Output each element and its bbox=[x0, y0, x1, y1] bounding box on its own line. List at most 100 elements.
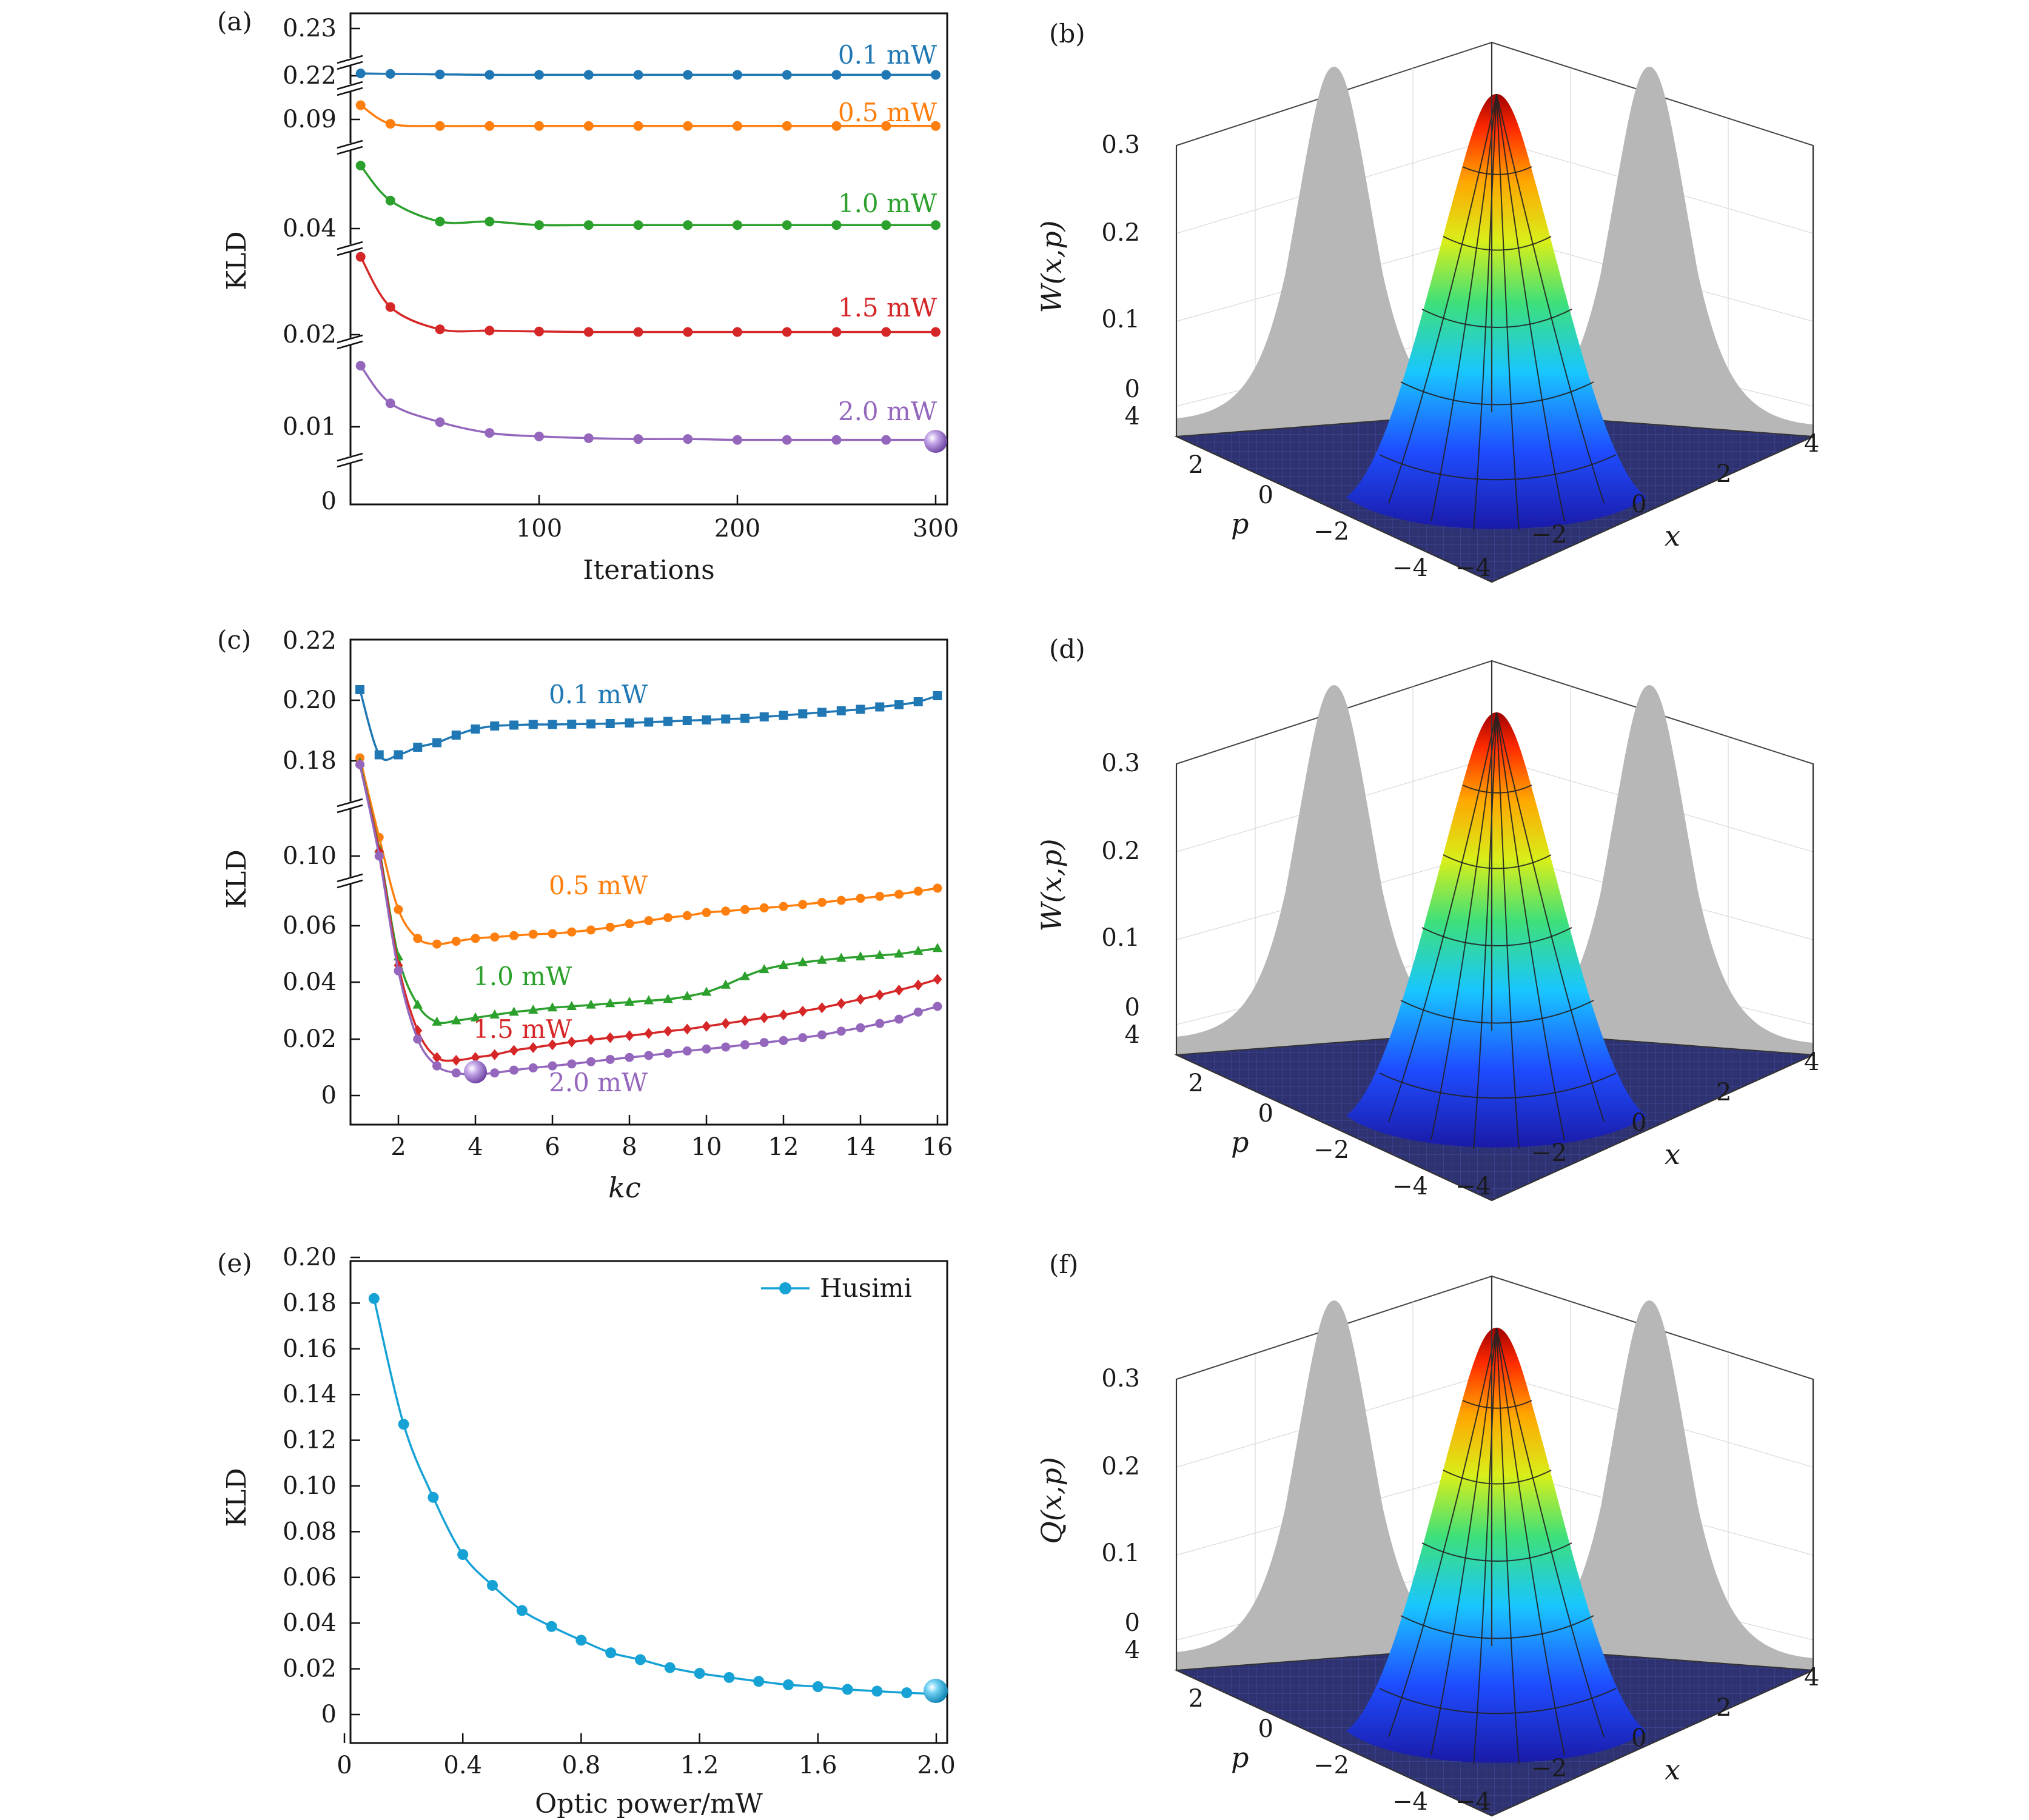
panel-c-point-0.1mW-7 bbox=[490, 721, 500, 731]
panel-c-point-2.0mW-22 bbox=[779, 1035, 788, 1045]
panel-e-ytick-0.02: 0.02 bbox=[283, 1655, 337, 1683]
panel-c-point-2.0mW-23 bbox=[798, 1033, 808, 1043]
panel-c-point-1.0mW-13 bbox=[605, 998, 615, 1008]
panel-b-label: (b) bbox=[1049, 19, 1085, 49]
panel-a-point-0.1mW-3 bbox=[485, 70, 495, 80]
panel-b-ptick-4: 4 bbox=[1125, 403, 1140, 430]
panel-c-point-1.0mW-14 bbox=[624, 996, 635, 1006]
panel-d-xtick-2: 2 bbox=[1716, 1079, 1731, 1106]
panel-c-point-0.5mW-27 bbox=[875, 891, 885, 901]
panel-a-point-0.1mW-4 bbox=[534, 70, 544, 80]
panel-a-label-0.5mW: 0.5 mW bbox=[838, 98, 937, 127]
panel-c-point-1.0mW-24 bbox=[817, 954, 827, 964]
panel-a-point-2.0mW-10 bbox=[831, 435, 842, 445]
panel-c-point-0.1mW-24 bbox=[817, 708, 827, 717]
panel-c-point-1.5mW-18 bbox=[702, 1020, 711, 1032]
panel-c-point-0.1mW-17 bbox=[682, 716, 692, 725]
panel-c-point-1.0mW-9 bbox=[528, 1005, 538, 1014]
panel-d-zlabel: W(x,p) bbox=[1035, 838, 1068, 931]
panel-a-point-1.5mW-5 bbox=[583, 327, 594, 337]
panel-a-point-1.0mW-9 bbox=[782, 220, 792, 230]
panel-e-point-18 bbox=[901, 1687, 913, 1699]
panel-c-point-0.1mW-27 bbox=[875, 702, 885, 712]
panel-c-point-0.5mW-20 bbox=[740, 905, 750, 914]
panel-c-ytick-0.04: 0.04 bbox=[283, 968, 337, 996]
panel-e-point-2 bbox=[428, 1491, 439, 1503]
panel-d-ztick-0: 0 bbox=[1125, 994, 1140, 1022]
panel-c-point-0.1mW-23 bbox=[798, 709, 808, 718]
panel-a-ylabel: KLD bbox=[221, 231, 252, 290]
panel-c-axis-breaks bbox=[337, 798, 363, 889]
panel-a-point-1.5mW-2 bbox=[435, 324, 445, 335]
panel-c-point-1.0mW-23 bbox=[797, 957, 808, 966]
panel-d-ptick-m2: −2 bbox=[1313, 1136, 1349, 1164]
panel-c-point-1.5mW-28 bbox=[894, 985, 904, 996]
panel-c-label-1.5mW: 1.5 mW bbox=[473, 1014, 572, 1044]
panel-e-ytick-0.12: 0.12 bbox=[283, 1427, 337, 1454]
panel-a-series-labels: 0.1 mW 0.5 mW 1.0 mW 1.5 mW 2.0 mW bbox=[838, 40, 937, 426]
panel-f-ptick-2: 2 bbox=[1189, 1685, 1204, 1713]
panel-d-ztick-0.1: 0.1 bbox=[1101, 924, 1140, 952]
panel-a-ytick-0.22: 0.22 bbox=[283, 62, 337, 90]
panel-c-point-0.5mW-17 bbox=[682, 911, 692, 920]
panel-c-point-1.5mW-27 bbox=[875, 989, 885, 1001]
panel-c-point-1.5mW-17 bbox=[682, 1023, 692, 1035]
panel-e-point-13 bbox=[753, 1676, 765, 1687]
panel-c-point-0.5mW-6 bbox=[471, 934, 480, 943]
panel-e-xtick-0: 0 bbox=[337, 1751, 352, 1779]
panel-a-point-1.5mW-1 bbox=[385, 302, 395, 312]
panel-c-point-0.5mW-16 bbox=[663, 913, 672, 923]
panel-d-xtick-m4: −4 bbox=[1455, 1173, 1491, 1200]
panel-c-point-1.0mW-7 bbox=[489, 1009, 500, 1019]
panel-e-xtick-2.0: 2.0 bbox=[917, 1751, 956, 1779]
panel-a-frame bbox=[349, 12, 948, 506]
panel-c-point-2.0mW-17 bbox=[682, 1046, 692, 1056]
panel-c-point-2.0mW-16 bbox=[663, 1048, 672, 1058]
panel-c-point-2.0mW-0 bbox=[355, 760, 364, 769]
panel-c-point-2.0mW-2 bbox=[394, 966, 403, 975]
panel-c-point-0.1mW-3 bbox=[413, 743, 423, 752]
panel-e-point-8 bbox=[605, 1647, 617, 1659]
panel-a-highlight-ball bbox=[924, 430, 947, 453]
panel-c-point-1.0mW-26 bbox=[855, 951, 866, 961]
panel-e-frame bbox=[349, 1260, 948, 1744]
panel-c-point-1.5mW-16 bbox=[663, 1025, 672, 1037]
panel-c-point-1.5mW-19 bbox=[721, 1018, 731, 1029]
panel-e-ytick-0.10: 0.10 bbox=[283, 1472, 337, 1500]
panel-c-point-0.5mW-3 bbox=[413, 934, 423, 943]
panel-a-point-0.5mW-3 bbox=[485, 121, 495, 131]
panel-a-plot-area bbox=[355, 69, 941, 445]
panel-b-xtick-0: 0 bbox=[1631, 490, 1646, 518]
panel-c-ytick-0.06: 0.06 bbox=[283, 912, 337, 940]
panel-c-point-0.1mW-12 bbox=[586, 719, 595, 729]
panel-a-point-0.5mW-2 bbox=[435, 121, 445, 131]
panel-c-point-1.0mW-21 bbox=[759, 964, 770, 974]
panel-d-surface: (d) 0.3 0.2 0.1 0 W(x,p) 4 2 0 −2 −4 p −… bbox=[1035, 634, 1819, 1202]
panel-a-point-1.5mW-9 bbox=[782, 327, 792, 337]
panel-d-ptick-2: 2 bbox=[1189, 1069, 1204, 1097]
panel-a-point-0.1mW-0 bbox=[355, 69, 366, 79]
panel-f-xlabel: x bbox=[1665, 1753, 1680, 1786]
panel-c-point-0.1mW-25 bbox=[836, 706, 846, 715]
panel-c-point-0.1mW-30 bbox=[933, 691, 942, 700]
panel-c-ytick-0.20: 0.20 bbox=[283, 686, 337, 714]
panel-c-point-1.0mW-30 bbox=[932, 943, 943, 952]
panel-c-xtick-2: 2 bbox=[391, 1133, 406, 1161]
panel-c-point-0.5mW-24 bbox=[817, 897, 827, 907]
panel-c-point-1.0mW-6 bbox=[470, 1012, 481, 1022]
panel-c-point-1.0mW-15 bbox=[643, 995, 654, 1005]
panel-e-y-ticks: 0 0.02 0.04 0.06 0.08 0.10 0.12 0.14 0.16 0.18 0.2… bbox=[283, 1243, 360, 1728]
panel-c-point-0.5mW-22 bbox=[779, 902, 788, 911]
panel-a-xtick-300: 300 bbox=[913, 515, 959, 543]
panel-c-point-1.0mW-27 bbox=[874, 949, 885, 959]
panel-a-point-0.5mW-8 bbox=[733, 121, 742, 131]
panel-c-point-0.1mW-8 bbox=[509, 720, 518, 730]
panel-c-point-1.5mW-22 bbox=[779, 1009, 788, 1021]
panel-b-xtick-2: 2 bbox=[1716, 460, 1731, 488]
panel-a-label: (a) bbox=[217, 7, 252, 36]
panel-e-point-10 bbox=[664, 1662, 676, 1673]
panel-a-axis-breaks bbox=[337, 55, 363, 468]
panel-a-point-1.0mW-5 bbox=[583, 220, 594, 230]
panel-f-label: (f) bbox=[1049, 1250, 1078, 1279]
panel-a-point-2.0mW-9 bbox=[782, 435, 792, 445]
